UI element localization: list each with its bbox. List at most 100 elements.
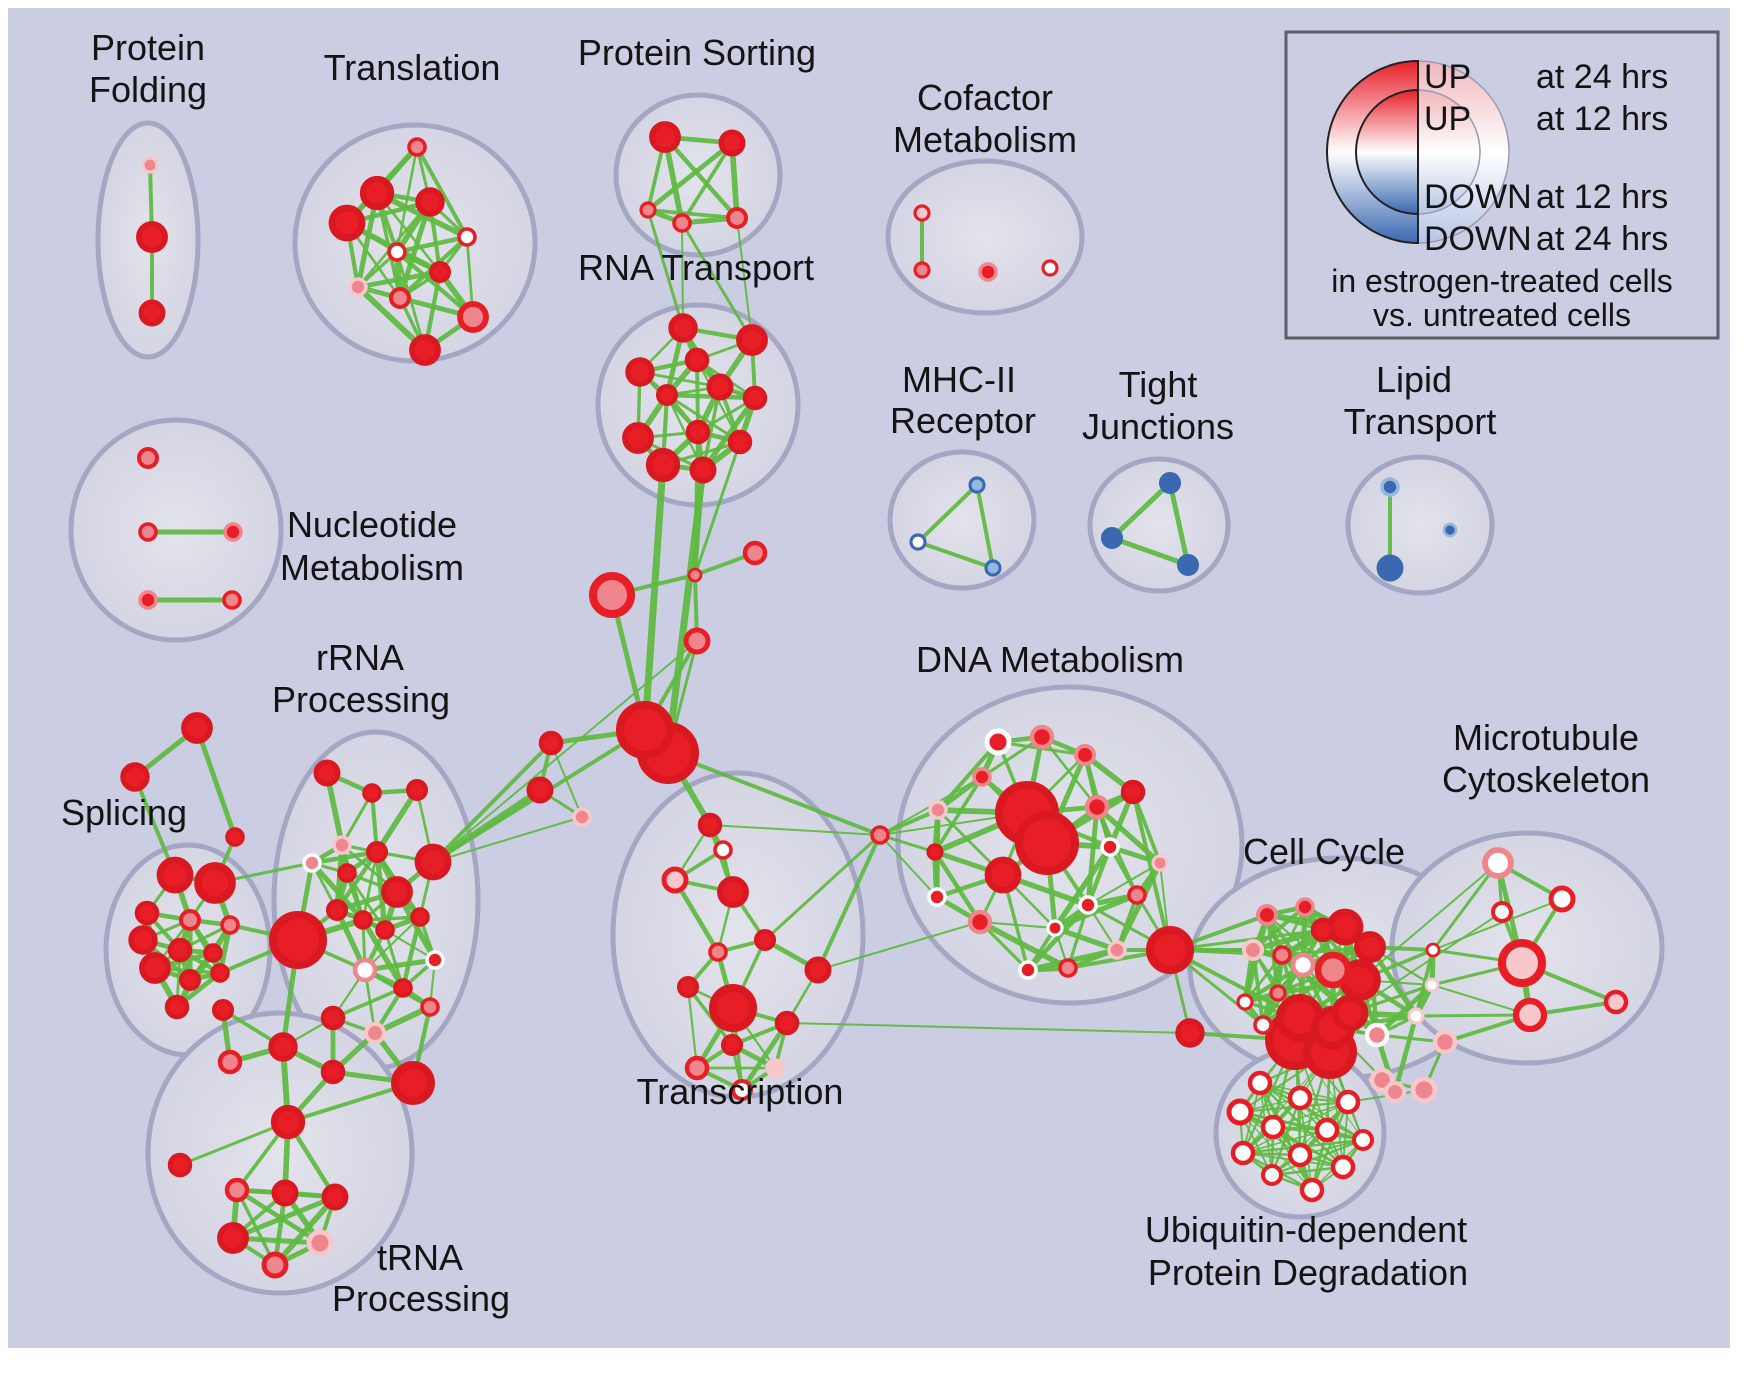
gene-node-sp — [167, 937, 193, 963]
gene-node-tn — [270, 1104, 306, 1140]
gene-node-tl — [388, 286, 412, 310]
gene-node-rr — [269, 911, 327, 969]
cluster-label-tn-0: tRNA — [377, 1237, 463, 1278]
gene-node-tx — [730, 1078, 754, 1102]
gene-node-rt — [684, 347, 710, 373]
gene-node-sp — [178, 968, 202, 992]
gene-node-rr — [381, 876, 413, 908]
gene-node-ce — [589, 572, 635, 618]
edge-rr — [374, 787, 420, 855]
gene-node-dna — [984, 856, 1022, 894]
edge-dna — [1052, 925, 1120, 953]
edge-rr — [361, 850, 379, 922]
gene-node-dna — [967, 909, 993, 935]
gene-node-nm — [222, 590, 242, 610]
legend-direction-1: UP — [1424, 100, 1471, 138]
edge-dna — [1052, 892, 1140, 931]
gene-node-tn — [321, 1183, 349, 1211]
gene-node-rr — [337, 863, 357, 883]
gene-node-cc — [1425, 942, 1441, 958]
gene-node-mt — [1410, 1076, 1438, 1104]
edge-dna — [978, 920, 1057, 930]
gene-node-dna — [1015, 811, 1079, 875]
edge-connector — [646, 208, 685, 330]
gene-node-rr — [410, 907, 430, 927]
cluster-label-sp-0: Splicing — [61, 792, 187, 833]
edge-rt — [665, 393, 742, 444]
gene-node-cf — [1041, 259, 1059, 277]
gene-node-dna — [1100, 837, 1120, 857]
edge-tj — [1109, 535, 1191, 568]
edge-dna — [1086, 861, 1162, 907]
gene-node-tx — [804, 956, 832, 984]
gene-node-ce — [870, 825, 890, 845]
edge-tn — [234, 1187, 323, 1246]
gene-node-sp — [220, 915, 240, 935]
gene-node-cf — [913, 261, 931, 279]
gene-node-rr — [353, 910, 373, 930]
gene-node-rt — [645, 447, 681, 483]
gene-node-tl — [387, 242, 407, 262]
cluster-label-mt-1: Cytoskeleton — [1442, 759, 1650, 800]
gene-node-cc — [1241, 938, 1265, 962]
gene-node-pf — [141, 156, 159, 174]
gene-node-cf — [913, 204, 931, 222]
gene-node-pf — [138, 299, 166, 327]
gene-node-tri — [225, 827, 245, 847]
gene-node-dna — [1073, 743, 1097, 767]
edge-tx — [672, 877, 721, 955]
gene-node-ub — [1260, 1114, 1286, 1140]
gene-node-sp — [139, 952, 171, 984]
edge-tj — [1109, 480, 1173, 541]
legend-inner-circle-left-half — [1355, 88, 1419, 216]
cluster-label-mh-1: Receptor — [890, 400, 1036, 441]
edge-rr — [334, 849, 380, 913]
gene-node-dna — [1029, 724, 1055, 750]
edge-connector — [763, 833, 882, 942]
gene-node-rt — [706, 373, 734, 401]
gene-node-dna — [972, 767, 992, 787]
edge-ub — [1299, 1097, 1313, 1191]
gene-node-tx — [765, 1058, 785, 1078]
edge-dna — [1052, 844, 1113, 931]
gene-node-ce — [572, 807, 592, 827]
edge-rr — [363, 915, 422, 972]
gene-node-lt — [1376, 554, 1404, 582]
edge-connector — [1414, 1013, 1532, 1018]
cluster-label-pf-1: Folding — [89, 69, 207, 110]
edge-connector — [1359, 862, 1499, 981]
gene-node-cc — [1290, 952, 1316, 978]
edge-connector — [432, 816, 583, 863]
gene-node-tn — [224, 1177, 250, 1203]
cluster-label-rr-0: rRNA — [316, 637, 404, 678]
gene-node-mt — [1548, 885, 1576, 913]
gene-node-tn — [261, 1251, 289, 1279]
gene-node-ub — [1260, 1163, 1284, 1187]
gene-node-ub — [1330, 1154, 1356, 1180]
gene-node-dna — [1120, 779, 1146, 805]
gene-node-tl — [407, 137, 427, 157]
edge-dna — [1094, 804, 1163, 866]
edge-ps — [662, 134, 740, 221]
gene-node-rr — [268, 1032, 298, 1062]
edge-dna — [932, 849, 983, 925]
edge-ub — [1271, 1101, 1349, 1176]
edge-tj — [1167, 480, 1191, 568]
edge-ps — [646, 208, 739, 220]
cluster-label-cc-0: Cell Cycle — [1243, 831, 1405, 872]
edge-tri — [194, 725, 238, 840]
edge-rr — [331, 986, 405, 1020]
legend-time-1: at 12 hrs — [1536, 100, 1668, 138]
edge-tx — [739, 1020, 790, 1093]
edge-connector — [641, 461, 667, 734]
gene-node-tl — [415, 187, 445, 217]
gene-node-ub — [1287, 1085, 1313, 1111]
gene-node-cc — [1383, 1080, 1407, 1104]
gene-node-tx — [717, 876, 749, 908]
gene-node-rr — [320, 1005, 346, 1031]
gene-node-tx — [713, 840, 733, 860]
cluster-label-rt-0: RNA Transport — [578, 247, 814, 288]
edge-mh — [975, 483, 995, 570]
